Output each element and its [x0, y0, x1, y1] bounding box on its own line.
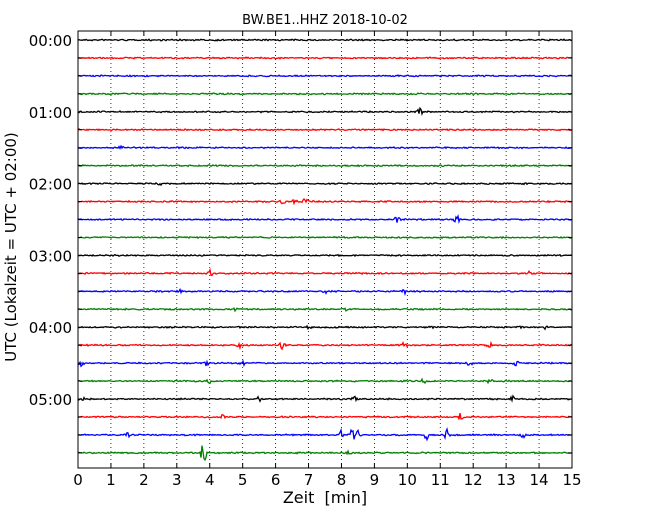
x-tick-label: 1	[106, 471, 116, 489]
x-tick-label: 4	[205, 471, 215, 489]
trace-02:15	[77, 198, 573, 206]
trace-05:45	[77, 445, 573, 462]
chart-title: BW.BE1..HHZ 2018-10-02	[242, 13, 408, 28]
x-tick-label: 2	[139, 471, 149, 489]
x-tick-label: 15	[562, 471, 581, 489]
x-tick-label: 0	[73, 471, 83, 489]
x-axis-ticks: 0 1 2 3 4 5 6 7 8 9 10 11 12 13 14 15	[73, 31, 582, 489]
trace-00:15	[77, 56, 572, 60]
y-axis-label: UTC (Lokalzeit = UTC + 02:00)	[2, 132, 20, 362]
trace-04:30	[77, 359, 573, 368]
x-tick-label: 13	[497, 471, 516, 489]
trace-00:30	[77, 74, 573, 78]
trace-02:00	[77, 181, 573, 187]
x-tick-label: 7	[304, 471, 314, 489]
trace-04:00	[77, 324, 573, 331]
trace-05:30	[77, 426, 573, 442]
trace-02:45	[77, 235, 573, 240]
x-tick-label: 9	[370, 471, 380, 489]
y-tick-label: 04:00	[29, 319, 72, 337]
y-tick-label: 05:00	[29, 391, 72, 409]
trace-03:15	[77, 267, 573, 277]
x-tick-label: 12	[464, 471, 483, 489]
trace-01:45	[77, 163, 573, 168]
trace-00:00	[77, 38, 573, 42]
trace-00:45	[77, 92, 573, 96]
trace-01:30	[77, 144, 573, 150]
y-tick-label: 02:00	[29, 176, 72, 194]
x-tick-label: 5	[238, 471, 248, 489]
x-tick-label: 8	[337, 471, 347, 489]
y-tick-label: 03:00	[29, 247, 72, 265]
y-axis-ticks: 00:00 01:00 02:00 03:00 04:00 05:00	[29, 32, 572, 454]
x-tick-label: 3	[172, 471, 182, 489]
plot-frame	[77, 30, 573, 469]
trace-01:15	[77, 128, 573, 132]
trace-03:30	[77, 287, 573, 297]
x-tick-label: 14	[530, 471, 549, 489]
trace-03:45	[77, 307, 573, 313]
y-tick-label: 01:00	[29, 104, 72, 122]
x-tick-label: 10	[398, 471, 417, 489]
x-axis-label: Zeit [min]	[283, 488, 367, 507]
trace-04:15	[77, 340, 573, 351]
trace-01:00	[77, 106, 573, 117]
trace-03:00	[77, 253, 573, 258]
trace-04:45	[77, 377, 573, 385]
trace-05:00	[77, 394, 573, 403]
x-tick-label: 6	[271, 471, 281, 489]
grid-lines	[110, 31, 540, 468]
y-tick-label: 00:00	[29, 32, 72, 50]
x-tick-label: 11	[431, 471, 450, 489]
seismic-traces	[77, 38, 573, 462]
trace-05:15	[77, 413, 573, 420]
trace-02:30	[77, 213, 573, 225]
